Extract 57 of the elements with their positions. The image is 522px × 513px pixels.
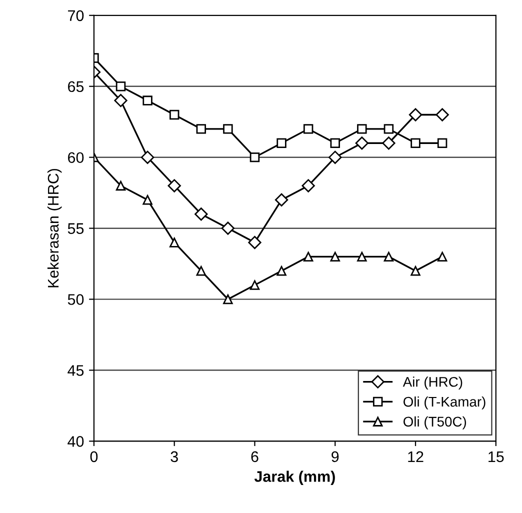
x-axis-title: Jarak (mm) xyxy=(254,470,335,485)
point xyxy=(221,222,235,235)
point xyxy=(169,238,180,248)
point xyxy=(276,266,286,276)
point xyxy=(437,252,448,262)
point xyxy=(223,124,233,134)
y-tick-label: 40 xyxy=(68,436,84,447)
y-axis-title: Kekerasan (HRC) xyxy=(47,168,62,288)
point xyxy=(303,252,314,262)
point xyxy=(116,81,126,92)
point xyxy=(436,108,449,122)
point xyxy=(384,252,394,262)
point xyxy=(142,195,152,205)
y-tick-label: 50 xyxy=(68,294,84,305)
point xyxy=(437,138,448,148)
point xyxy=(168,179,181,192)
point xyxy=(384,124,394,134)
point xyxy=(196,266,206,276)
point xyxy=(328,150,342,164)
point xyxy=(250,152,260,162)
x-tick-label: 15 xyxy=(488,451,504,462)
y-tick-label: 60 xyxy=(68,152,84,164)
x-tick-label: 9 xyxy=(332,451,339,462)
x-tick-label: 6 xyxy=(251,451,258,462)
y-tick-label: 70 xyxy=(68,10,84,22)
point xyxy=(248,236,262,250)
point xyxy=(250,280,260,290)
point xyxy=(116,180,126,191)
y-tick-label: 55 xyxy=(68,223,84,234)
point xyxy=(330,252,340,262)
x-tick-label: 3 xyxy=(170,451,178,462)
point xyxy=(302,179,315,192)
y-tick-label: 65 xyxy=(68,81,84,92)
point xyxy=(330,138,340,148)
point xyxy=(303,124,314,134)
legend-label: Air (HRC) xyxy=(402,376,462,390)
point xyxy=(410,266,420,276)
y-tick-label: 45 xyxy=(68,365,84,376)
point xyxy=(196,124,206,134)
x-tick-label: 12 xyxy=(408,451,424,462)
point xyxy=(357,252,367,262)
x-tick-label: 0 xyxy=(90,451,98,462)
point xyxy=(140,150,154,164)
point xyxy=(142,96,152,106)
point xyxy=(357,124,367,134)
point xyxy=(114,94,128,108)
point xyxy=(223,294,233,304)
point xyxy=(194,208,208,221)
point xyxy=(274,193,288,206)
point xyxy=(276,138,286,148)
legend-label: Oli (T-Kamar) xyxy=(404,396,486,410)
point xyxy=(410,138,420,148)
point xyxy=(169,110,180,120)
point xyxy=(355,136,369,150)
point xyxy=(408,108,422,122)
legend-label: Oli (T50C) xyxy=(404,416,466,430)
point xyxy=(382,136,396,150)
